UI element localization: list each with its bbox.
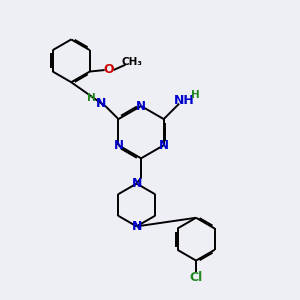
Text: N: N <box>131 220 142 233</box>
Text: O: O <box>104 63 114 76</box>
Text: NH: NH <box>174 94 195 106</box>
Text: N: N <box>95 97 106 110</box>
Text: H: H <box>191 90 200 100</box>
Text: Cl: Cl <box>189 271 203 284</box>
Text: H: H <box>87 93 96 103</box>
Text: N: N <box>113 139 123 152</box>
Text: N: N <box>159 139 169 152</box>
Text: CH₃: CH₃ <box>122 57 143 67</box>
Text: N: N <box>131 177 142 190</box>
Text: N: N <box>136 100 146 112</box>
